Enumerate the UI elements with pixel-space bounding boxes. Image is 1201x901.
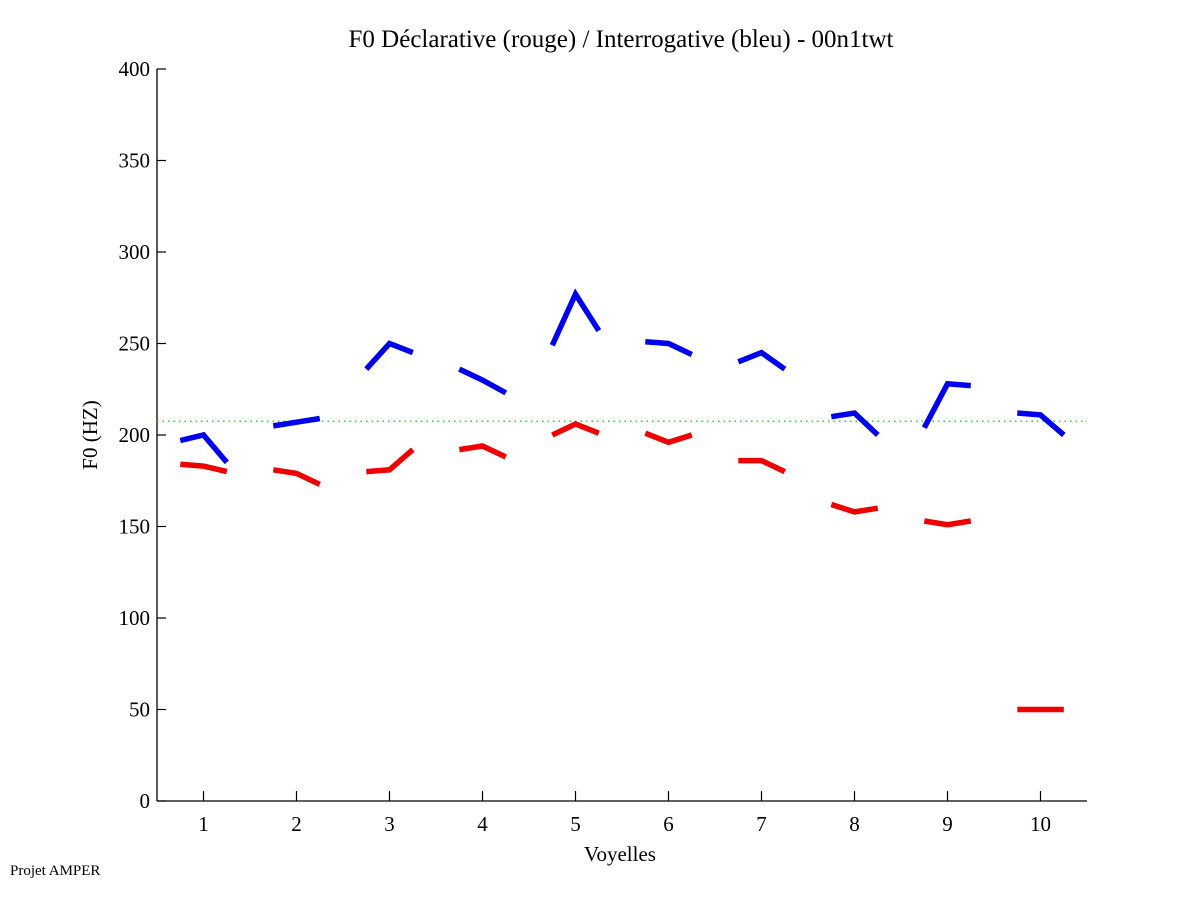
y-tick-label: 250 — [119, 332, 151, 356]
x-tick-label: 8 — [849, 812, 860, 836]
chart-title: F0 Déclarative (rouge) / Interrogative (… — [349, 26, 894, 53]
x-tick-label: 6 — [663, 812, 674, 836]
x-tick-label: 2 — [291, 812, 302, 836]
f0-segment — [1017, 410, 1066, 438]
y-tick-label: 150 — [119, 515, 151, 539]
x-ticks: 1 2 3 4 5 6 7 8 9 10 — [198, 791, 1051, 836]
x-axis-label: Voyelles — [584, 842, 656, 866]
x-tick-label: 10 — [1030, 812, 1051, 836]
axes — [156, 69, 1087, 802]
y-ticks: 0 50 100 150 200 250 300 350 400 — [119, 57, 166, 813]
x-tick-label: 1 — [198, 812, 209, 836]
f0-segment — [830, 410, 880, 437]
y-tick-label: 200 — [119, 423, 151, 447]
f0-segment — [923, 518, 972, 528]
footer-credit: Projet AMPER — [10, 863, 101, 879]
f0-segment — [645, 338, 693, 357]
f0-segment — [272, 415, 321, 429]
series-declarative — [180, 421, 1064, 713]
f0-segment — [458, 443, 507, 460]
y-tick-label: 300 — [119, 240, 151, 264]
f0-segment — [921, 380, 972, 429]
y-tick-label: 350 — [119, 149, 151, 173]
y-tick-label: 100 — [119, 606, 151, 630]
f0-segment — [549, 288, 602, 347]
x-tick-label: 3 — [384, 812, 395, 836]
f0-segment — [179, 431, 229, 465]
f0-segment — [551, 421, 600, 438]
f0-segment — [830, 501, 879, 515]
f0-segment — [738, 457, 786, 475]
f0-segment — [272, 467, 321, 487]
series-interrogative — [179, 288, 1066, 465]
y-axis-label: F0 (HZ) — [78, 400, 102, 469]
f0-segment — [737, 349, 787, 372]
y-tick-label: 400 — [119, 57, 151, 81]
x-tick-label: 9 — [942, 812, 953, 836]
y-tick-label: 0 — [140, 789, 151, 813]
x-tick-label: 7 — [756, 812, 767, 836]
f0-segment — [366, 447, 415, 475]
y-tick-label: 50 — [129, 698, 150, 722]
f0-segment — [364, 340, 414, 371]
f0-segment — [458, 366, 508, 396]
f0-segment — [644, 430, 693, 446]
x-tick-label: 4 — [477, 812, 488, 836]
f0-segment — [180, 461, 228, 475]
series-group — [179, 288, 1066, 713]
x-tick-label: 5 — [570, 812, 581, 836]
